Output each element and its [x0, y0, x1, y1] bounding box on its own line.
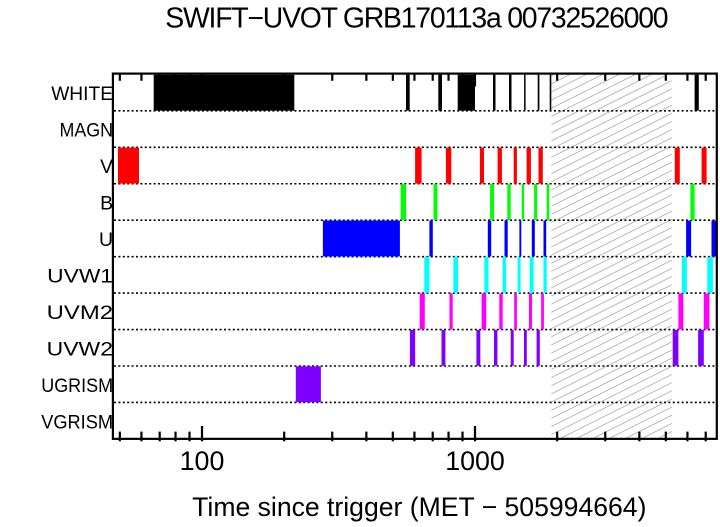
svg-text:UVW2: UVW2: [47, 338, 113, 360]
svg-text:B: B: [100, 193, 113, 215]
svg-text:VGRISM: VGRISM: [41, 411, 113, 433]
svg-text:Time since trigger (MET − 5059: Time since trigger (MET − 505994664): [192, 492, 646, 522]
svg-text:SWIFT−UVOT GRB170113a 00732526: SWIFT−UVOT GRB170113a 00732526000: [165, 3, 668, 35]
svg-text:MAGN: MAGN: [60, 120, 114, 142]
svg-text:WHITE: WHITE: [51, 83, 113, 105]
svg-text:1000: 1000: [445, 446, 505, 476]
svg-text:V: V: [100, 156, 113, 178]
svg-text:UVW1: UVW1: [47, 265, 113, 287]
svg-text:UGRISM: UGRISM: [41, 375, 113, 397]
svg-text:100: 100: [180, 446, 225, 476]
svg-text:U: U: [99, 229, 113, 251]
svg-text:UVM2: UVM2: [47, 302, 113, 324]
